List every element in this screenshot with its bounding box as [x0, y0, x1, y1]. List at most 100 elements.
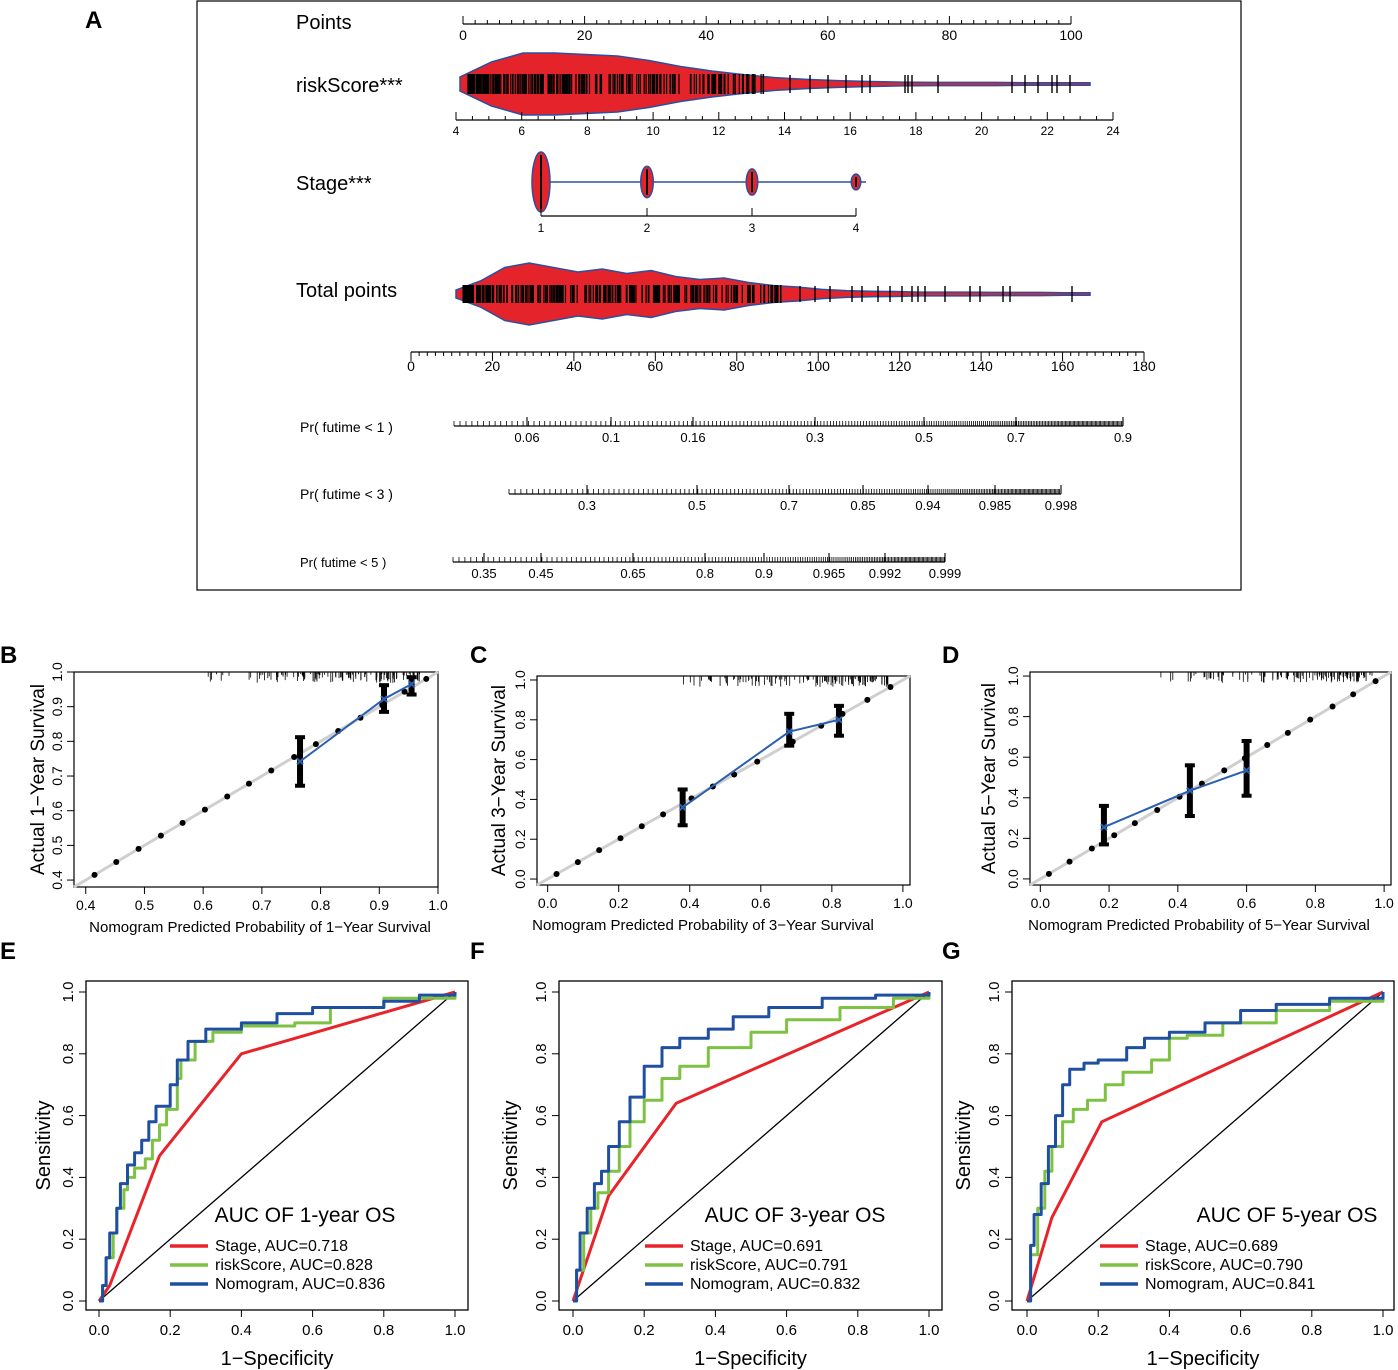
- roc-G-x-tick-label: 0.2: [1088, 1322, 1109, 1339]
- cal-C-x-tick-label: 0.6: [751, 895, 771, 911]
- cal-B-y-tick-label: 0.5: [49, 835, 65, 855]
- roc-G-curve-2: [1027, 992, 1385, 1303]
- cal-D-x-tick-label: 1.0: [1374, 895, 1394, 911]
- riskscore-tick-label: 16: [844, 124, 858, 138]
- roc-G-x-tick-label: 0.4: [1159, 1322, 1180, 1339]
- points-tick-label: 0: [459, 27, 467, 43]
- roc-F-y-tick-label: 0.6: [533, 1105, 550, 1126]
- cal-D-reference-point: [1350, 691, 1357, 698]
- total-points-label: Total points: [296, 280, 397, 302]
- panel-label-F: F: [470, 938, 485, 965]
- prob-row-tick-label: 0.8: [696, 566, 714, 581]
- cal-B-y-tick-label: 0.8: [49, 731, 65, 751]
- roc-G-y-tick-label: 0.6: [986, 1105, 1003, 1126]
- prob-row-tick-label: 0.45: [528, 566, 553, 581]
- prob-row-tick-label: 0.965: [813, 566, 846, 581]
- cal-C-y-title: Actual 3−Year Survival: [489, 685, 510, 876]
- cal-C-reference-point: [574, 859, 581, 866]
- cal-D-reference-point: [1329, 703, 1336, 710]
- cal-B-reference-point: [157, 832, 164, 839]
- roc-E-y-tick-label: 0.8: [60, 1043, 77, 1064]
- cal-D-reference-point: [1045, 870, 1052, 877]
- cal-C-x-tick-label: 0.4: [680, 895, 700, 911]
- roc-F-x-title: 1−Specificity: [694, 1348, 807, 1370]
- cal-B-calibration-marker: [380, 695, 388, 703]
- roc-F-frame: [558, 980, 943, 1311]
- cal-D-x-tick-label: 0.0: [1031, 895, 1051, 911]
- cal-D-x-title: Nomogram Predicted Probability of 5−Year…: [1028, 917, 1370, 934]
- cal-B-y-title: Actual 1−Year Survival: [28, 684, 49, 875]
- roc-E-y-title: Sensitivity: [33, 1100, 55, 1190]
- cal-B-x-tick-label: 0.9: [370, 897, 390, 913]
- cal-D-calibration-marker: [1186, 786, 1194, 795]
- roc-G-x-tick-label: 1.0: [1373, 1322, 1394, 1339]
- cal-D-reference-point: [1088, 845, 1095, 852]
- roc-F-x-tick-label: 0.4: [705, 1322, 726, 1339]
- total-points-tick-label: 180: [1132, 358, 1156, 374]
- points-tick-label: 80: [942, 27, 958, 43]
- roc-G-y-tick-label: 1.0: [986, 982, 1003, 1003]
- roc-E-curve-1: [97, 990, 456, 1302]
- roc-F-curve-1: [571, 990, 930, 1302]
- riskscore-tick-label: 12: [712, 124, 726, 138]
- roc-G-y-tick-label: 0.4: [986, 1167, 1003, 1188]
- roc-G-y-tick-label: 0.2: [986, 1229, 1003, 1250]
- cal-B-calibration-line: [299, 683, 413, 763]
- nomogram-frame: [196, 0, 1242, 591]
- roc-E-x-tick-label: 0.4: [231, 1322, 252, 1339]
- roc-F-y-title: Sensitivity: [500, 1100, 522, 1190]
- cal-C-y-tick-label: 1.0: [512, 670, 528, 690]
- cal-B-y-tick-label: 0.6: [49, 801, 65, 821]
- total-points-tick-label: 20: [485, 358, 501, 374]
- total-points-tick-label: 40: [566, 358, 582, 374]
- prob-row-tick-label: 0.5: [688, 498, 706, 513]
- cal-C-reference-point: [864, 696, 871, 703]
- roc-E-title: AUC OF 1-year OS: [215, 1204, 396, 1227]
- riskscore-tick-label: 4: [453, 124, 460, 138]
- cal-B-reference-point: [423, 675, 430, 682]
- cal-D-reference-point: [1284, 729, 1291, 736]
- roc-G-legend-label-2: riskScore, AUC=0.790: [1145, 1257, 1303, 1274]
- cal-B-x-tick-label: 0.6: [193, 897, 213, 913]
- riskscore-label: riskScore***: [296, 75, 403, 97]
- cal-D-x-tick-label: 0.8: [1306, 895, 1326, 911]
- cal-D-reference-point: [1264, 742, 1271, 749]
- roc-F-x-tick-label: 0.8: [847, 1322, 868, 1339]
- roc-F-curve-2: [573, 992, 931, 1303]
- roc-G-legend-label-1: Stage, AUC=0.689: [1145, 1238, 1278, 1255]
- cal-B-calibration-marker: [407, 680, 416, 688]
- panel-label-C: C: [470, 642, 487, 669]
- roc-F-x-tick-label: 0.6: [776, 1322, 797, 1339]
- cal-C-reference-point: [887, 683, 894, 690]
- prob-row-tick-label: 0.85: [850, 498, 875, 513]
- prob-row-tick-label: 0.9: [755, 566, 773, 581]
- cal-C-y-tick-label: 0.0: [512, 869, 528, 889]
- roc-G-x-tick-label: 0.6: [1230, 1322, 1251, 1339]
- cal-B-x-tick-label: 0.5: [135, 897, 155, 913]
- cal-C-y-tick-label: 0.8: [512, 710, 528, 730]
- prob-row-tick-label: 0.998: [1045, 498, 1078, 513]
- cal-B-reference-point: [179, 819, 186, 826]
- cal-D-ideal-line: [1029, 670, 1392, 887]
- points-tick-label: 40: [698, 27, 714, 43]
- cal-B-x-tick-label: 0.8: [311, 897, 331, 913]
- cal-D-reference-point: [1372, 678, 1379, 685]
- cal-C-calibration-line: [682, 718, 840, 809]
- panel-label-G: G: [942, 938, 961, 965]
- roc-E-x-tick-label: 0.8: [373, 1322, 394, 1339]
- cal-C-reference-point: [660, 811, 667, 818]
- cal-C-y-tick-label: 0.6: [512, 750, 528, 770]
- cal-C-calibration-marker: [785, 728, 793, 736]
- riskscore-tick-label: 18: [909, 124, 923, 138]
- prob-row-tick-label: 0.1: [602, 430, 620, 445]
- cal-B-y-tick-label: 0.4: [49, 870, 65, 890]
- roc-F-x-tick-label: 0.2: [634, 1322, 655, 1339]
- total-points-tick-label: 160: [1051, 358, 1075, 374]
- cal-D-x-tick-label: 0.6: [1237, 895, 1257, 911]
- roc-E-y-tick-label: 0.6: [60, 1105, 77, 1126]
- roc-G-curve-3: [1027, 992, 1385, 1303]
- cal-D-y-title: Actual 5−Year Survival: [979, 683, 1000, 874]
- total-points-tick-label: 120: [888, 358, 912, 374]
- roc-E-x-tick-label: 0.6: [302, 1322, 323, 1339]
- cal-B-ideal-line: [73, 670, 439, 889]
